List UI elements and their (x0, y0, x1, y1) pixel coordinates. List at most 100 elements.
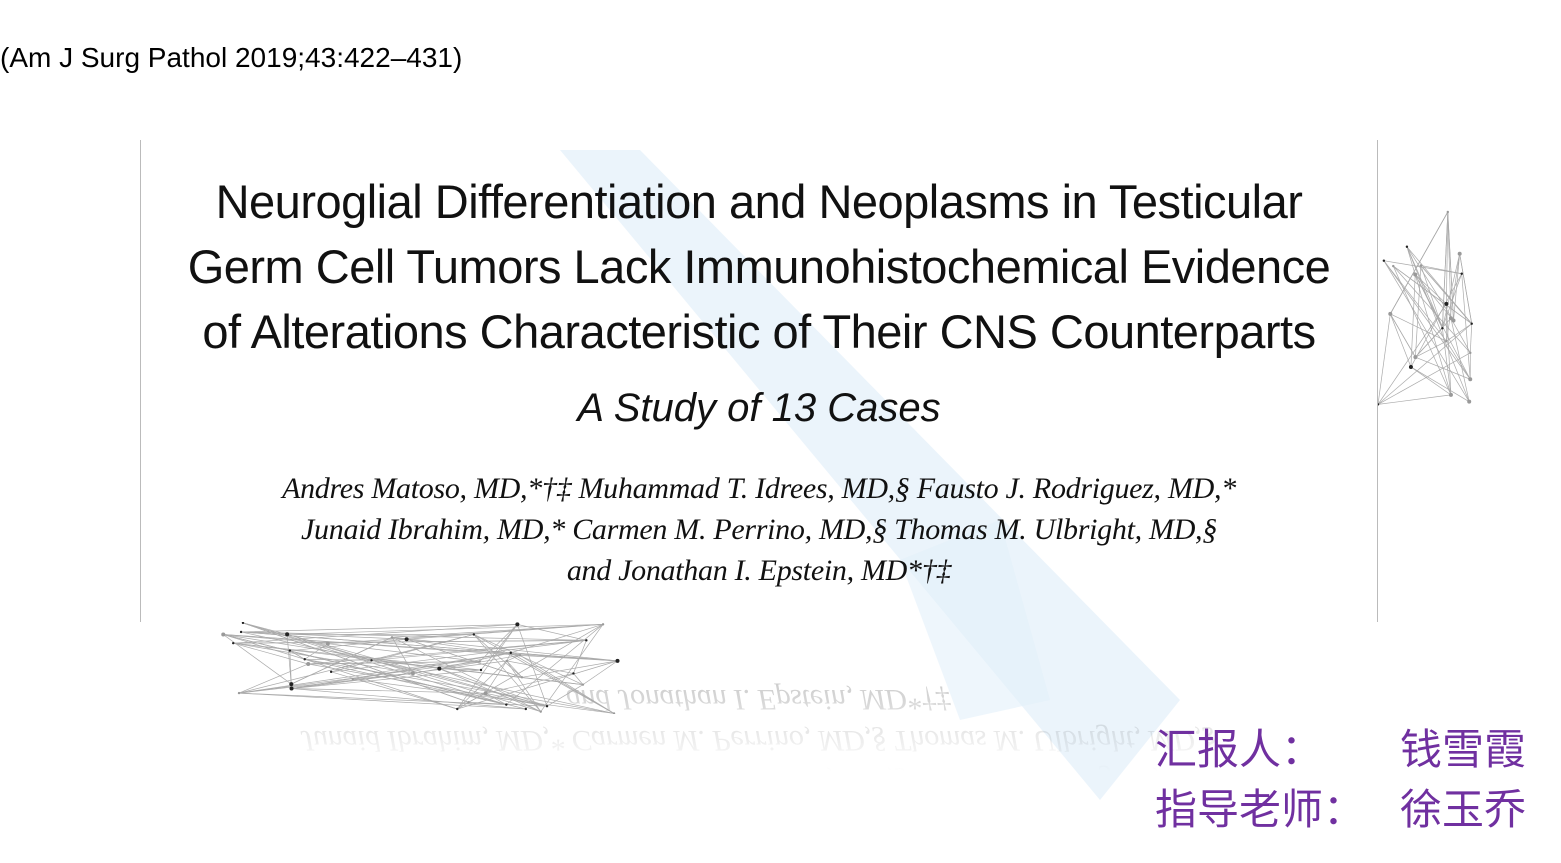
network-node (585, 639, 588, 642)
network-node (601, 623, 605, 626)
network-node (288, 649, 292, 652)
network-line (371, 659, 548, 707)
network-line (233, 642, 414, 674)
network-line (1406, 246, 1443, 329)
network-line (352, 678, 615, 714)
network-line (1383, 260, 1471, 380)
network-node (545, 705, 549, 708)
network-line (1378, 303, 1447, 405)
network-node (615, 658, 620, 663)
network-line (331, 634, 474, 673)
network-line (233, 624, 518, 644)
network-line (1453, 253, 1461, 321)
network-line (1415, 327, 1443, 358)
network-node (479, 668, 483, 672)
network-line (242, 622, 469, 703)
network-line (308, 640, 587, 665)
network-node (1448, 316, 1453, 321)
network-node (472, 633, 476, 636)
network-line (233, 642, 583, 685)
network-line (241, 624, 518, 633)
network-node (1378, 403, 1380, 406)
network-line (1383, 260, 1447, 342)
network-node (1457, 251, 1462, 256)
network-line (1406, 246, 1470, 402)
network-line (406, 638, 523, 678)
network-line (233, 642, 482, 671)
network-line (1446, 211, 1449, 304)
network-line (1447, 211, 1452, 319)
network-line (485, 660, 508, 694)
network-line (291, 636, 393, 685)
network-line (473, 634, 584, 685)
network-line (457, 660, 618, 710)
network-line (468, 701, 548, 707)
network-line (1390, 313, 1447, 342)
paper-header: Neuroglial Differentiation and Neoplasms… (140, 140, 1378, 622)
network-line (480, 624, 518, 671)
network-line (304, 658, 615, 714)
network-line (506, 660, 574, 674)
network-line (308, 663, 548, 707)
network-node (329, 670, 333, 674)
network-line (506, 624, 604, 705)
network-line (242, 622, 288, 635)
network-node (221, 632, 226, 637)
network-line (238, 663, 309, 694)
network-line (239, 692, 507, 705)
network-node (509, 651, 512, 655)
network-node (1469, 351, 1472, 355)
network-line (412, 655, 521, 674)
network-node (581, 683, 585, 686)
network-line (1414, 274, 1447, 305)
network-line (1414, 274, 1454, 321)
network-node (1446, 210, 1450, 214)
network-line (1414, 274, 1443, 329)
network-node (1451, 318, 1456, 323)
network-line (289, 638, 407, 652)
subtitle: A Study of 13 Cases (577, 386, 941, 430)
network-line (242, 622, 372, 661)
network-node (239, 630, 243, 634)
network-line (223, 634, 292, 685)
network-line (1389, 313, 1412, 368)
network-line (287, 633, 548, 707)
network-line (241, 631, 407, 640)
network-node (1392, 264, 1395, 268)
network-node (237, 691, 241, 695)
network-line (1420, 265, 1443, 329)
network-node (1441, 326, 1444, 330)
network-line (291, 652, 511, 689)
network-line (546, 684, 584, 707)
network-line (1393, 265, 1472, 325)
network-decoration (1378, 210, 1473, 406)
network-node (524, 707, 528, 711)
network-node (289, 686, 294, 691)
network-line (1406, 246, 1452, 395)
network-line (506, 660, 523, 678)
network-node (404, 637, 409, 642)
network-node (232, 641, 235, 645)
network-node (303, 658, 306, 661)
network-line (1442, 253, 1461, 329)
network-line (1459, 253, 1473, 324)
network-node (1405, 245, 1409, 248)
network-node (1468, 377, 1473, 382)
network-line (1446, 323, 1472, 342)
network-line (239, 692, 526, 710)
network-line (327, 623, 604, 645)
network-node (1467, 399, 1472, 404)
network-line (1415, 340, 1447, 358)
network-node (539, 710, 542, 713)
network-line (1410, 366, 1470, 402)
network-line (582, 660, 618, 685)
network-node (1460, 272, 1463, 275)
network-line (241, 631, 618, 662)
title-line: Neuroglial Differentiation and Neoplasms… (215, 175, 1303, 228)
network-line (485, 692, 507, 705)
network-node (505, 659, 508, 663)
presenter-name: 钱雪霞 (1400, 725, 1527, 774)
network-node (478, 660, 481, 663)
